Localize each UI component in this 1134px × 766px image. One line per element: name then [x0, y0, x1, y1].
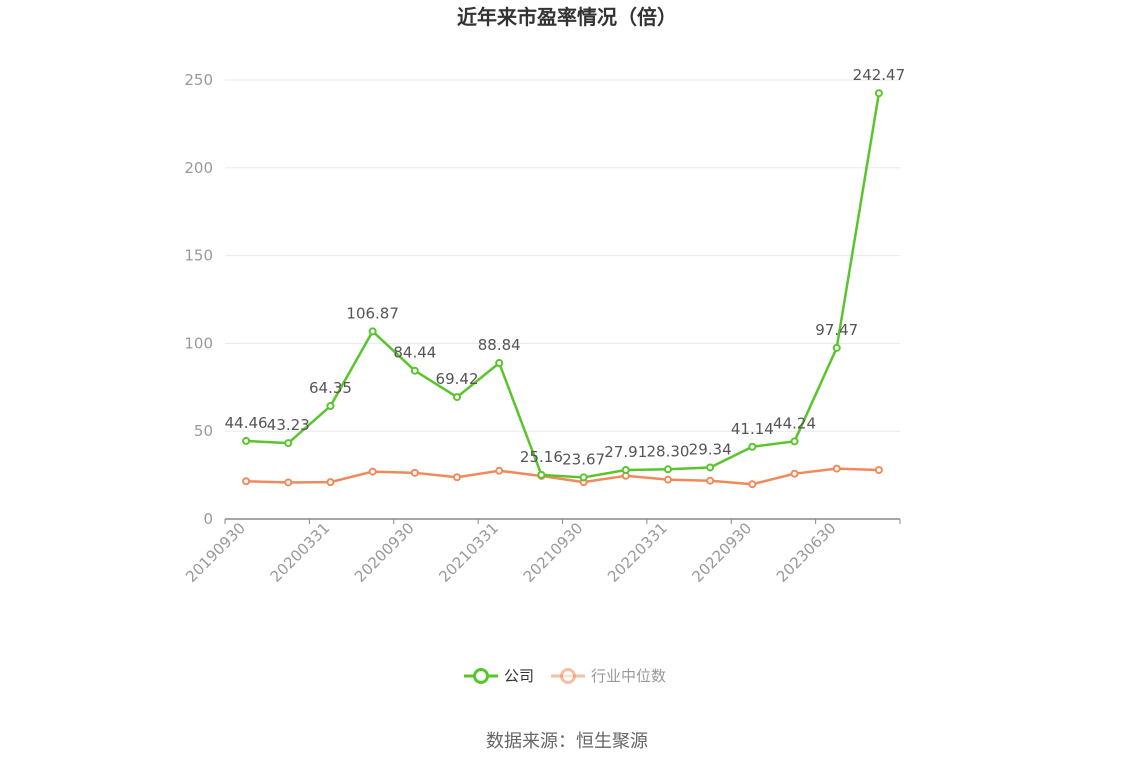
x-tick-label: 20220930	[688, 519, 755, 586]
data-point-company[interactable]	[874, 89, 883, 98]
data-point-company[interactable]	[748, 442, 757, 451]
data-point-industry-median[interactable]	[663, 475, 672, 484]
x-tick-label: 20220331	[604, 519, 671, 586]
legend-label-industry-median: 行业中位数	[591, 667, 666, 685]
series-line-industry-median	[246, 467, 879, 486]
legend-label-company: 公司	[504, 667, 534, 685]
y-axis: 0 50 100 150 200 250	[184, 71, 213, 528]
data-label: 88.84	[478, 336, 521, 354]
y-tick-label: 150	[184, 247, 213, 265]
data-point-company[interactable]	[453, 393, 462, 402]
chart-title: 近年来市盈率情况（倍）	[457, 5, 677, 29]
y-tick-label: 200	[184, 159, 213, 177]
series-layer	[242, 89, 883, 489]
x-tick-label: 20230630	[773, 519, 840, 586]
data-point-company[interactable]	[326, 402, 335, 411]
data-point-company[interactable]	[284, 439, 293, 448]
data-label: 84.44	[393, 344, 436, 362]
data-point-industry-median[interactable]	[748, 480, 757, 489]
data-label: 97.47	[815, 321, 858, 339]
data-label: 242.47	[853, 66, 906, 84]
data-point-company[interactable]	[495, 358, 504, 367]
data-label: 106.87	[346, 304, 399, 322]
data-source: 数据来源：恒生聚源	[486, 731, 648, 752]
data-label: 43.23	[267, 416, 310, 434]
data-point-company[interactable]	[410, 366, 419, 375]
data-point-company[interactable]	[368, 327, 377, 336]
data-point-company[interactable]	[242, 436, 251, 445]
data-point-company[interactable]	[621, 465, 630, 474]
data-point-industry-median[interactable]	[284, 478, 293, 487]
data-label: 69.42	[436, 370, 479, 388]
data-point-industry-median[interactable]	[453, 473, 462, 482]
data-label: 27.91	[604, 443, 647, 461]
data-point-company[interactable]	[537, 470, 546, 479]
data-label: 41.14	[731, 420, 774, 438]
data-label: 28.30	[646, 442, 689, 460]
x-tick-label: 20200331	[267, 519, 334, 586]
data-point-company[interactable]	[663, 465, 672, 474]
data-point-industry-median[interactable]	[242, 477, 251, 486]
y-tick-label: 0	[203, 510, 213, 528]
data-point-company[interactable]	[790, 437, 799, 446]
x-tick-label: 20190930	[182, 519, 249, 586]
data-label: 44.46	[225, 414, 268, 432]
legend-item-industry-median[interactable]: 行业中位数	[551, 667, 666, 685]
data-point-company[interactable]	[579, 473, 588, 482]
data-label: 64.35	[309, 379, 352, 397]
data-point-industry-median[interactable]	[368, 467, 377, 476]
series-line-company	[246, 93, 881, 479]
data-point-industry-median[interactable]	[832, 464, 841, 473]
data-point-industry-median[interactable]	[790, 469, 799, 478]
data-point-industry-median[interactable]	[326, 478, 335, 487]
grid-lines	[225, 79, 900, 432]
legend-marker-company	[473, 668, 489, 684]
data-label: 25.16	[520, 448, 563, 466]
data-point-industry-median[interactable]	[706, 476, 715, 485]
data-point-company[interactable]	[706, 463, 715, 472]
data-point-industry-median[interactable]	[495, 466, 504, 475]
data-point-industry-median[interactable]	[874, 466, 883, 475]
data-point-industry-median[interactable]	[410, 468, 419, 477]
x-tick-label: 20200930	[351, 519, 418, 586]
x-axis: 20190930 20200331 20200930 20210331 20210930…	[182, 518, 901, 586]
y-tick-label: 250	[184, 71, 213, 89]
data-point-company[interactable]	[832, 343, 841, 352]
y-tick-label: 100	[184, 334, 213, 352]
data-label: 29.34	[689, 440, 732, 458]
legend-marker-industry-median	[560, 668, 576, 684]
data-label: 23.67	[562, 450, 605, 468]
legend-item-company[interactable]: 公司	[464, 667, 534, 685]
data-label: 44.24	[773, 414, 816, 432]
y-tick-label: 50	[194, 422, 213, 440]
legend[interactable]: 公司 行业中位数	[464, 667, 666, 685]
x-tick-label: 20210331	[435, 519, 502, 586]
x-tick-label: 20210930	[520, 519, 587, 586]
